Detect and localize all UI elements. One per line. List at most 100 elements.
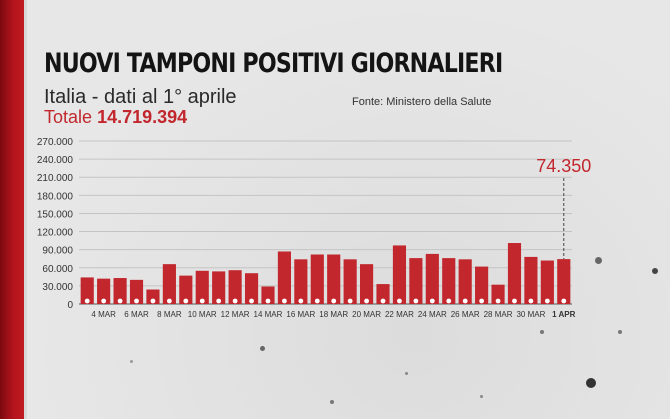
- bar: [491, 284, 505, 304]
- bar-base-marker: [84, 298, 90, 304]
- y-tick-label: 90.000: [42, 246, 73, 257]
- decor-dot: [480, 395, 483, 398]
- x-tick-label: 4 MAR: [91, 310, 116, 319]
- bar: [409, 258, 423, 304]
- bar-base-marker: [298, 298, 304, 304]
- bar: [80, 277, 94, 304]
- bar: [212, 271, 226, 304]
- x-tick-label: 20 MAR: [352, 310, 381, 319]
- bar-base-marker: [512, 298, 517, 304]
- decor-dot: [586, 378, 596, 388]
- bar: [113, 278, 127, 304]
- x-tick-label: 28 MAR: [484, 310, 513, 319]
- x-tick-label: 26 MAR: [451, 310, 480, 319]
- bar-base-marker: [364, 298, 369, 304]
- total-value: 14.719.394: [97, 107, 188, 127]
- bar-base-marker: [183, 298, 189, 304]
- decor-dot: [652, 268, 658, 274]
- x-tick-label: 14 MAR: [254, 310, 283, 319]
- bar: [425, 253, 439, 304]
- page-title: NUOVI TAMPONI POSITIVI GIORNALIERI: [44, 48, 503, 79]
- background-texture: [27, 0, 670, 419]
- bar: [507, 243, 522, 304]
- band-divider: [24, 0, 27, 419]
- bar-base-marker: [347, 298, 353, 304]
- x-tick-label: 12 MAR: [221, 310, 250, 319]
- decor-dot: [405, 372, 408, 375]
- bar: [244, 273, 259, 304]
- bar: [327, 254, 341, 304]
- bar-base-marker: [479, 298, 485, 304]
- bar-base-marker: [134, 298, 139, 304]
- decor-dot: [618, 330, 622, 334]
- bar: [195, 270, 209, 304]
- bar-base-marker: [495, 298, 501, 304]
- bar-base-marker: [101, 298, 107, 304]
- source-note: Fonte: Ministero della Salute: [352, 96, 492, 108]
- bar-base-marker: [397, 298, 402, 304]
- bar-base-marker: [232, 298, 238, 304]
- bar: [376, 284, 390, 304]
- bar: [557, 259, 571, 304]
- bar-base-marker: [314, 298, 320, 304]
- x-tick-label: 18 MAR: [319, 310, 348, 319]
- y-tick-label: 240.000: [37, 155, 74, 166]
- bar-base-marker: [429, 298, 435, 304]
- total-label: Totale: [44, 107, 93, 127]
- total-summary: Totale 14.719.394: [44, 107, 187, 128]
- bar: [228, 270, 242, 304]
- decor-dot: [540, 330, 544, 334]
- bar-base-marker: [265, 298, 271, 304]
- bar-base-marker: [331, 298, 337, 304]
- annotation-value-label: 74.350: [536, 156, 591, 176]
- y-tick-label: 150.000: [37, 209, 74, 220]
- bar-base-marker: [150, 298, 156, 304]
- bar-base-marker: [462, 298, 468, 304]
- decor-dot: [260, 346, 265, 351]
- bar: [540, 260, 554, 304]
- y-tick-label: 120.000: [37, 228, 74, 239]
- left-decor-band: [0, 0, 24, 419]
- decor-dot: [130, 360, 133, 363]
- x-tick-label: 16 MAR: [286, 310, 315, 319]
- bar-base-marker: [282, 298, 287, 304]
- bar: [442, 258, 456, 304]
- bar: [277, 251, 291, 304]
- x-tick-label: 8 MAR: [157, 310, 182, 319]
- bar-base-marker: [166, 298, 172, 304]
- bar-base-marker: [249, 298, 254, 304]
- bar: [162, 264, 176, 304]
- bar-base-marker: [446, 298, 452, 304]
- bar: [179, 275, 193, 304]
- bar: [310, 254, 324, 304]
- bar: [475, 266, 489, 304]
- y-tick-label: 60.000: [42, 264, 73, 275]
- bar-base-marker: [528, 298, 534, 304]
- x-tick-label: 30 MAR: [516, 310, 545, 319]
- x-tick-label: 24 MAR: [418, 310, 447, 319]
- bar-base-marker: [216, 298, 222, 304]
- x-tick-label: 10 MAR: [188, 310, 217, 319]
- bar: [458, 259, 472, 304]
- y-tick-label: 270.000: [37, 137, 74, 148]
- bar: [294, 259, 308, 304]
- x-tick-label: 22 MAR: [385, 310, 414, 319]
- x-tick-label: 6 MAR: [124, 310, 149, 319]
- bar: [360, 264, 374, 304]
- bar: [97, 278, 111, 304]
- x-tick-label: 1 APR: [552, 310, 575, 319]
- bar-base-marker: [413, 298, 419, 304]
- chart-subtitle: Italia - dati al 1° aprile: [44, 86, 237, 108]
- bar-base-marker: [544, 298, 550, 304]
- decor-dot: [595, 257, 602, 264]
- y-tick-label: 210.000: [37, 173, 74, 184]
- bar-base-marker: [561, 298, 567, 304]
- bar-base-marker: [380, 298, 386, 304]
- bar: [392, 245, 407, 304]
- bar: [146, 289, 160, 304]
- bar-base-marker: [117, 298, 123, 304]
- bar: [129, 279, 144, 304]
- y-tick-label: 30.000: [42, 282, 73, 293]
- bar: [343, 259, 357, 304]
